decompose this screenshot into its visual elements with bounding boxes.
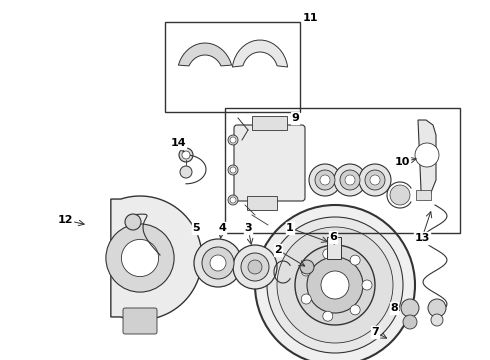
Text: 7: 7	[371, 327, 379, 337]
Circle shape	[277, 227, 393, 343]
Circle shape	[182, 151, 190, 159]
Bar	[165, 22, 300, 112]
Circle shape	[323, 249, 333, 259]
Circle shape	[210, 255, 226, 271]
Circle shape	[267, 217, 403, 353]
Circle shape	[230, 167, 236, 173]
Circle shape	[241, 253, 269, 281]
Text: 12: 12	[57, 215, 73, 225]
Text: 10: 10	[394, 157, 410, 167]
Circle shape	[125, 214, 141, 230]
Polygon shape	[232, 40, 288, 67]
Circle shape	[359, 164, 391, 196]
Bar	[225, 108, 460, 233]
Polygon shape	[178, 43, 232, 66]
Circle shape	[320, 175, 330, 185]
Text: 5: 5	[192, 223, 200, 233]
Circle shape	[255, 205, 415, 360]
Circle shape	[403, 315, 417, 329]
Circle shape	[390, 185, 410, 205]
Circle shape	[401, 299, 419, 317]
Text: 14: 14	[170, 138, 186, 148]
Circle shape	[362, 280, 372, 290]
Circle shape	[230, 197, 236, 203]
Circle shape	[428, 299, 446, 317]
Text: 3: 3	[244, 223, 252, 233]
FancyBboxPatch shape	[123, 308, 157, 334]
Circle shape	[122, 239, 159, 276]
Circle shape	[106, 224, 174, 292]
Circle shape	[309, 164, 341, 196]
Circle shape	[300, 260, 314, 274]
Circle shape	[295, 245, 375, 325]
Circle shape	[202, 247, 234, 279]
Bar	[247, 196, 277, 210]
Circle shape	[334, 164, 366, 196]
Circle shape	[301, 294, 311, 304]
Bar	[416, 190, 431, 200]
Bar	[252, 116, 287, 130]
Polygon shape	[111, 196, 202, 320]
Text: 9: 9	[291, 113, 299, 123]
Circle shape	[233, 245, 277, 289]
Circle shape	[179, 148, 193, 162]
Circle shape	[350, 255, 360, 265]
Circle shape	[350, 305, 360, 315]
Circle shape	[415, 143, 439, 167]
Circle shape	[180, 166, 192, 178]
Text: 6: 6	[329, 232, 337, 242]
Circle shape	[307, 257, 363, 313]
Circle shape	[228, 165, 238, 175]
Text: 13: 13	[415, 233, 430, 243]
Circle shape	[321, 271, 349, 299]
Circle shape	[194, 239, 242, 287]
Circle shape	[230, 137, 236, 143]
Circle shape	[228, 135, 238, 145]
Circle shape	[365, 170, 385, 190]
Circle shape	[370, 175, 380, 185]
Circle shape	[248, 260, 262, 274]
Circle shape	[340, 170, 360, 190]
Circle shape	[228, 195, 238, 205]
Text: 4: 4	[218, 223, 226, 233]
Circle shape	[323, 311, 333, 321]
Text: 1: 1	[286, 223, 294, 233]
Text: 2: 2	[274, 245, 282, 255]
Circle shape	[301, 266, 311, 276]
FancyBboxPatch shape	[234, 125, 305, 201]
Text: 11: 11	[302, 13, 318, 23]
Circle shape	[345, 175, 355, 185]
Circle shape	[431, 314, 443, 326]
Bar	[327, 237, 341, 259]
Text: 8: 8	[390, 303, 398, 313]
Circle shape	[315, 170, 335, 190]
Polygon shape	[418, 120, 436, 200]
